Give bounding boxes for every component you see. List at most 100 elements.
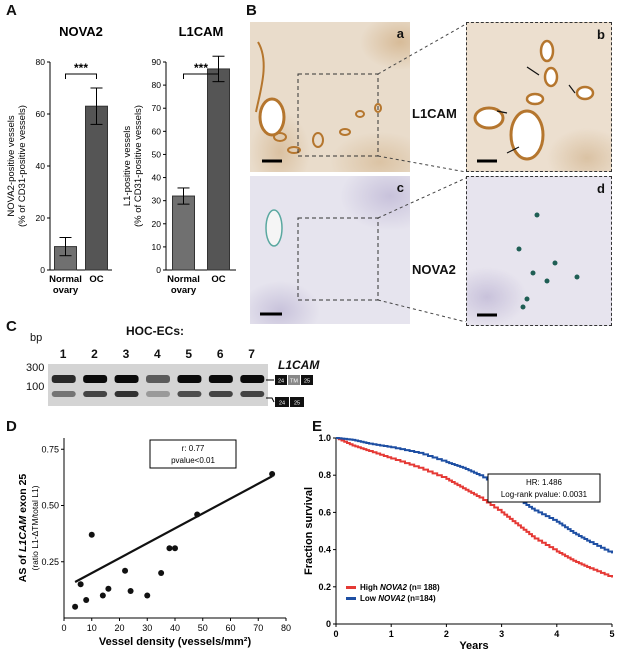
stats-box (149, 439, 237, 469)
y-axis-label: (% of CD31-positive vessels) (133, 105, 144, 227)
x-tick-label: 30 (142, 623, 152, 633)
exon-label: 24 (278, 379, 284, 385)
gel-band-upper (114, 375, 139, 383)
panel-letter-c: C (6, 318, 17, 335)
x-tick-label: 80 (281, 623, 291, 633)
x-tick-label: OC (211, 274, 225, 285)
scatter-chart: 0 10 20 30 40 50 60 70 80 0.25 0.50 0.75 Vessel dens… (17, 438, 291, 648)
stats-r: r: 0.77 (182, 444, 205, 453)
lane-label: 7 (248, 347, 255, 361)
data-point (105, 585, 112, 592)
stats-hr: HR: 1.486 (526, 478, 563, 487)
y-tick-label: 20 (36, 213, 46, 223)
gel-band-upper (240, 375, 265, 383)
x-tick-label: ovary (171, 285, 197, 296)
bar (85, 105, 108, 271)
row-label-l1cam: L1CAM (412, 106, 457, 121)
row-label-nova2: NOVA2 (412, 262, 456, 277)
legend-label: High NOVA2 (n= 188) (360, 583, 440, 592)
y-tick-label: 80 (152, 80, 162, 90)
y-tick-label: 40 (36, 161, 46, 171)
x-tick-label: ovary (53, 285, 79, 296)
x-tick-label: 50 (198, 623, 208, 633)
significance-bracket (183, 73, 219, 79)
tile-letter-c: c (396, 180, 404, 195)
x-tick-label: 40 (170, 623, 180, 633)
exon-box (275, 397, 289, 407)
y-tick-label: 1.0 (318, 433, 331, 443)
gel-band-upper (146, 375, 170, 383)
data-point (172, 545, 178, 552)
significance-label: *** (74, 61, 88, 75)
lane-label: 2 (91, 347, 98, 361)
y-tick-label: 40 (152, 173, 162, 183)
stats-logrank: Log-rank pvalue: 0.0031 (501, 490, 588, 499)
exon-box (290, 397, 304, 407)
exon-diagram: 24 TM 25 24 25 (266, 375, 313, 407)
y-tick-label: 90 (152, 57, 162, 67)
data-point (72, 603, 79, 610)
micrograph-d: d (466, 176, 612, 326)
x-tick-label: 0 (333, 629, 338, 639)
panel-letter-b: B (246, 2, 257, 19)
x-tick-label: 70 (253, 623, 263, 633)
data-point (194, 511, 201, 518)
y-tick-label: 60 (152, 126, 162, 136)
exon-box (288, 375, 300, 385)
lane-label: 6 (216, 347, 224, 361)
exon-box (301, 375, 313, 385)
data-point (83, 597, 90, 603)
tile-letter-b: b (597, 27, 605, 42)
gel-band-lower (146, 391, 170, 397)
panel-letter-d: D (6, 418, 17, 435)
y-tick-label: 0.2 (318, 582, 331, 592)
y-tick-label: 0.50 (41, 501, 59, 511)
gel-background (48, 364, 268, 406)
chart-title: L1CAM (179, 24, 224, 39)
x-tick-label: Normal (49, 274, 82, 285)
stats-box (487, 473, 601, 503)
tile-letter-d: d (597, 181, 605, 196)
gel-band-lower (208, 391, 233, 397)
band-pointer (266, 397, 275, 403)
x-tick-label: 3 (499, 629, 504, 639)
data-point (88, 531, 95, 538)
x-axis-label: Vessel density (vessels/mm²) (99, 636, 252, 648)
exon-label: 24 (279, 401, 285, 407)
data-point (122, 567, 129, 574)
y-tick-label: 50 (152, 149, 162, 159)
x-tick-label: 5 (609, 629, 614, 639)
lane-label: 5 (185, 347, 193, 361)
gel-band-lower (51, 391, 76, 397)
x-tick-label: 60 (225, 623, 235, 633)
data-point (158, 570, 165, 576)
gel-band-upper (51, 375, 76, 383)
micrograph-b: b (466, 22, 612, 172)
marker-100: 100 (26, 381, 45, 393)
x-tick-label: Normal (167, 274, 200, 285)
gel-band-lower (114, 391, 139, 397)
data-point (166, 545, 173, 552)
lane-label: 1 (59, 347, 67, 361)
zoom-connector-lines (377, 23, 467, 322)
data-point (127, 588, 134, 594)
y-axis-label: L1-positive vessels (122, 126, 133, 207)
y-tick-label: 0 (40, 265, 45, 275)
gel-title: HOC-ECs: (126, 324, 185, 338)
exon-label: TM (290, 379, 298, 385)
gel-band-lower (177, 391, 202, 397)
survival-chart: 0 1 2 3 4 5 0 0.2 0.4 0.6 0.8 1.0 Years Fraction surv… (303, 433, 615, 652)
exon-box (275, 375, 287, 385)
y-axis-sublabel: (ratio L1-ΔTM/total L1) (30, 485, 40, 570)
significance-label: *** (194, 61, 208, 75)
y-axis-label: (% of CD31-positive vessels) (17, 105, 28, 227)
survival-curve (336, 437, 613, 554)
bar (172, 195, 195, 271)
exon-label: 25 (294, 401, 300, 407)
x-tick-label: 2 (444, 629, 449, 639)
tile-letter-a: a (396, 26, 404, 41)
y-tick-label: 0.4 (318, 545, 331, 555)
stats-pvalue: pvalue<0.01 (171, 456, 215, 465)
legend-swatch (346, 586, 356, 589)
gel-band-lower (240, 391, 265, 397)
